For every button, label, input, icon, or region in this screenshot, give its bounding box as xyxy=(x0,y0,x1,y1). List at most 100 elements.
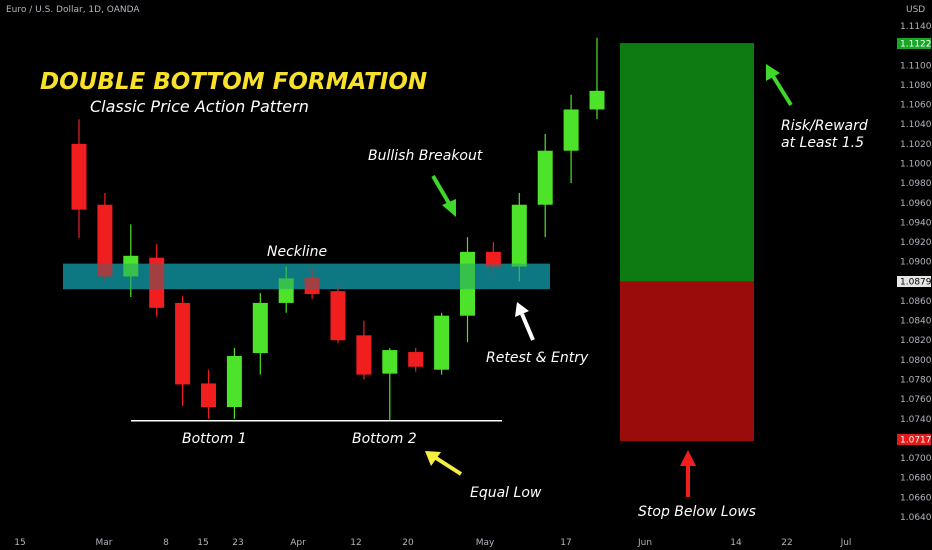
breakout-arrow-icon xyxy=(431,174,456,217)
candle-body xyxy=(304,277,320,295)
svg-text:1.07172: 1.07172 xyxy=(900,436,932,446)
candle xyxy=(356,320,372,380)
chart-title: DOUBLE BOTTOM FORMATION xyxy=(40,69,427,95)
candle xyxy=(485,242,501,277)
candle xyxy=(123,224,139,298)
y-tick-label: 1.10800 xyxy=(900,81,932,91)
candle xyxy=(149,244,165,317)
candle xyxy=(201,369,216,419)
neckline-label: Neckline xyxy=(267,244,327,260)
bottom1-label: Bottom 1 xyxy=(182,431,247,447)
candle-body xyxy=(563,109,579,151)
y-tick-label: 1.10200 xyxy=(900,140,932,150)
stop-below-lows-label: Stop Below Lows xyxy=(638,504,756,520)
stop-zone xyxy=(620,281,754,442)
y-tick-label: 1.09600 xyxy=(900,199,932,209)
x-tick-label: 22 xyxy=(781,538,792,548)
x-tick-label: May xyxy=(476,538,495,548)
candle-body xyxy=(434,315,450,370)
stop-price-tag: 1.07172 xyxy=(897,434,932,446)
y-tick-label: 1.06800 xyxy=(900,474,932,484)
candle xyxy=(278,266,294,313)
candle xyxy=(226,348,242,419)
y-tick-label: 1.07000 xyxy=(900,454,932,464)
candle-body xyxy=(175,302,191,385)
target-price-tag: 1.11226 xyxy=(897,38,932,50)
candle xyxy=(460,237,475,343)
equal-low-label: Equal Low xyxy=(470,485,542,501)
retest-entry-label: Retest & Entry xyxy=(486,350,589,366)
entry-price-tag: 1.08796 xyxy=(897,276,932,288)
candle xyxy=(563,94,579,184)
candle xyxy=(537,134,553,238)
y-axis: 1.11400 1.11000 1.10800 1.10600 1.10400 1.102… xyxy=(900,22,932,523)
candles xyxy=(63,37,605,421)
y-tick-label: 1.06400 xyxy=(900,513,932,523)
candle-body xyxy=(252,302,268,354)
y-tick-label: 1.07600 xyxy=(900,395,932,405)
risk-reward-arrow-icon xyxy=(766,64,793,107)
candle-body xyxy=(589,90,605,110)
candle xyxy=(434,312,450,375)
candle xyxy=(330,286,346,344)
candle-body xyxy=(226,355,242,408)
y-tick-label: 1.08600 xyxy=(900,297,932,307)
bullish-breakout-label: Bullish Breakout xyxy=(368,148,483,164)
symbol-label: Euro / U.S. Dollar, 1D, OANDA xyxy=(6,5,140,15)
risk-reward-label-1: Risk/Reward xyxy=(781,118,868,134)
x-tick-label: 15 xyxy=(197,538,208,548)
y-tick-label: 1.10000 xyxy=(900,159,932,169)
y-tick-label: 1.08200 xyxy=(900,336,932,346)
y-tick-label: 1.09400 xyxy=(900,218,932,228)
x-tick-label: 23 xyxy=(232,538,243,548)
candle-body xyxy=(408,352,424,367)
candle-body xyxy=(356,335,372,375)
y-tick-label: 1.10400 xyxy=(900,120,932,130)
candle-body xyxy=(71,143,87,210)
x-axis: 15 Mar 8 15 23 Apr 12 20 May 17 Jun 14 22 Jul xyxy=(14,538,851,548)
y-tick-label: 1.09000 xyxy=(900,258,932,268)
candle-body xyxy=(537,150,553,205)
svg-text:1.08796: 1.08796 xyxy=(900,278,932,288)
target-zone xyxy=(620,43,754,282)
candle-body xyxy=(485,251,501,267)
candle-body xyxy=(201,383,216,408)
candle-body xyxy=(330,291,346,341)
y-tick-label: 1.06600 xyxy=(900,493,932,503)
risk-reward-label-2: at Least 1.5 xyxy=(781,135,864,151)
candle xyxy=(589,37,605,120)
candle xyxy=(175,296,191,407)
bottom2-label: Bottom 2 xyxy=(352,431,417,447)
x-tick-label: Mar xyxy=(96,538,113,548)
candle xyxy=(252,293,268,375)
x-tick-label: 17 xyxy=(560,538,571,548)
y-tick-label: 1.10600 xyxy=(900,101,932,111)
x-tick-label: Jul xyxy=(840,538,852,548)
chart-subtitle: Classic Price Action Pattern xyxy=(90,97,309,116)
svg-text:1.11226: 1.11226 xyxy=(900,40,932,50)
y-tick-label: 1.07400 xyxy=(900,415,932,425)
y-tick-label: 1.11400 xyxy=(900,22,932,32)
equal-low-arrow-icon xyxy=(425,451,463,476)
candle xyxy=(304,268,320,299)
candle-body xyxy=(149,257,165,308)
y-tick-label: 1.08400 xyxy=(900,317,932,327)
y-tick-label: 1.08000 xyxy=(900,356,932,366)
candle xyxy=(408,348,424,372)
y-tick-label: 1.09800 xyxy=(900,179,932,189)
currency-label: USD xyxy=(906,5,925,15)
candle-body xyxy=(460,251,475,316)
x-tick-label: 8 xyxy=(163,538,169,548)
neckline-band-overlay xyxy=(63,263,550,290)
x-tick-label: 12 xyxy=(350,538,361,548)
x-tick-label: Jun xyxy=(637,538,652,548)
candle xyxy=(71,119,87,239)
candle xyxy=(511,192,527,282)
retest-arrow-icon xyxy=(515,302,535,341)
x-tick-label: 20 xyxy=(402,538,414,548)
candle-body xyxy=(511,204,527,267)
y-tick-label: 1.07800 xyxy=(900,376,932,386)
candle-body xyxy=(97,204,113,277)
y-tick-label: 1.11000 xyxy=(900,61,932,71)
y-tick-label: 1.09200 xyxy=(900,238,932,248)
